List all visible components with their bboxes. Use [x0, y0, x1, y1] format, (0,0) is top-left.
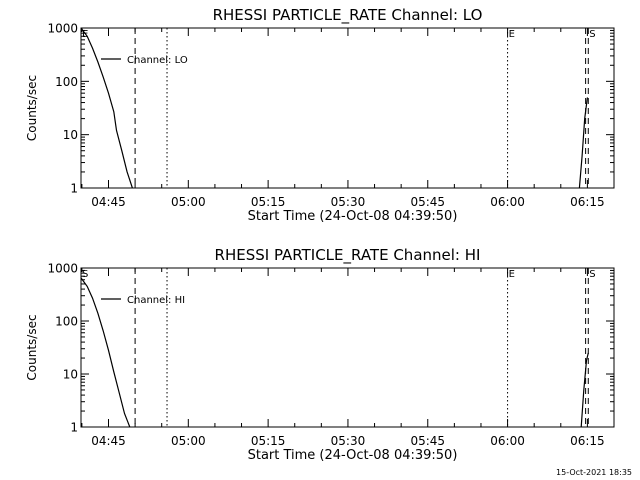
legend-label: Channel: LO [127, 55, 188, 66]
series-line [80, 277, 131, 428]
y-tick-label: 100 [55, 315, 78, 329]
time-marker-label: S [82, 269, 88, 280]
series-line [578, 97, 588, 189]
x-tick-label: 06:15 [570, 195, 605, 209]
y-tick-label: 100 [55, 75, 78, 89]
x-tick-label: 04:45 [91, 434, 126, 448]
x-tick-label: 05:00 [171, 195, 206, 209]
x-tick-label: 04:45 [91, 195, 126, 209]
x-tick-label: 05:15 [251, 434, 286, 448]
y-axis-label: Counts/sec [25, 75, 39, 141]
x-tick-label: 06:00 [490, 434, 525, 448]
plot-frame [80, 27, 615, 189]
y-tick-label: 1 [70, 421, 78, 435]
legend-label: Channel: HI [127, 295, 185, 306]
x-tick-label: 05:45 [410, 195, 445, 209]
x-axis-label: Start Time (24-Oct-08 04:39:50) [248, 448, 458, 463]
x-tick-label: 05:30 [331, 434, 366, 448]
x-tick-label: 05:15 [251, 195, 286, 209]
time-marker-label: E [509, 29, 515, 40]
time-marker-label: S [589, 269, 595, 280]
time-marker-label: E [509, 269, 515, 280]
y-tick-label: 10 [63, 128, 78, 142]
plot-timestamp: 15-Oct-2021 18:35 [556, 468, 632, 477]
y-tick-label: 10 [63, 368, 78, 382]
x-axis-label: Start Time (24-Oct-08 04:39:50) [248, 209, 458, 224]
x-tick-label: 06:00 [490, 195, 525, 209]
plot-title: RHESSI PARTICLE_RATE Channel: LO [213, 6, 483, 25]
x-tick-label: 05:30 [331, 195, 366, 209]
x-tick-label: 05:00 [171, 434, 206, 448]
y-axis-label: Counts/sec [25, 314, 39, 380]
plot-frame [80, 267, 615, 428]
series-line [580, 352, 589, 428]
y-tick-label: 1000 [47, 262, 78, 276]
y-tick-label: 1 [70, 182, 78, 196]
series-line [80, 27, 133, 189]
plot-title: RHESSI PARTICLE_RATE Channel: HI [215, 246, 481, 265]
x-tick-label: 05:45 [410, 434, 445, 448]
time-marker-label: S [589, 29, 595, 40]
x-tick-label: 06:15 [570, 434, 605, 448]
y-tick-label: 1000 [47, 22, 78, 36]
